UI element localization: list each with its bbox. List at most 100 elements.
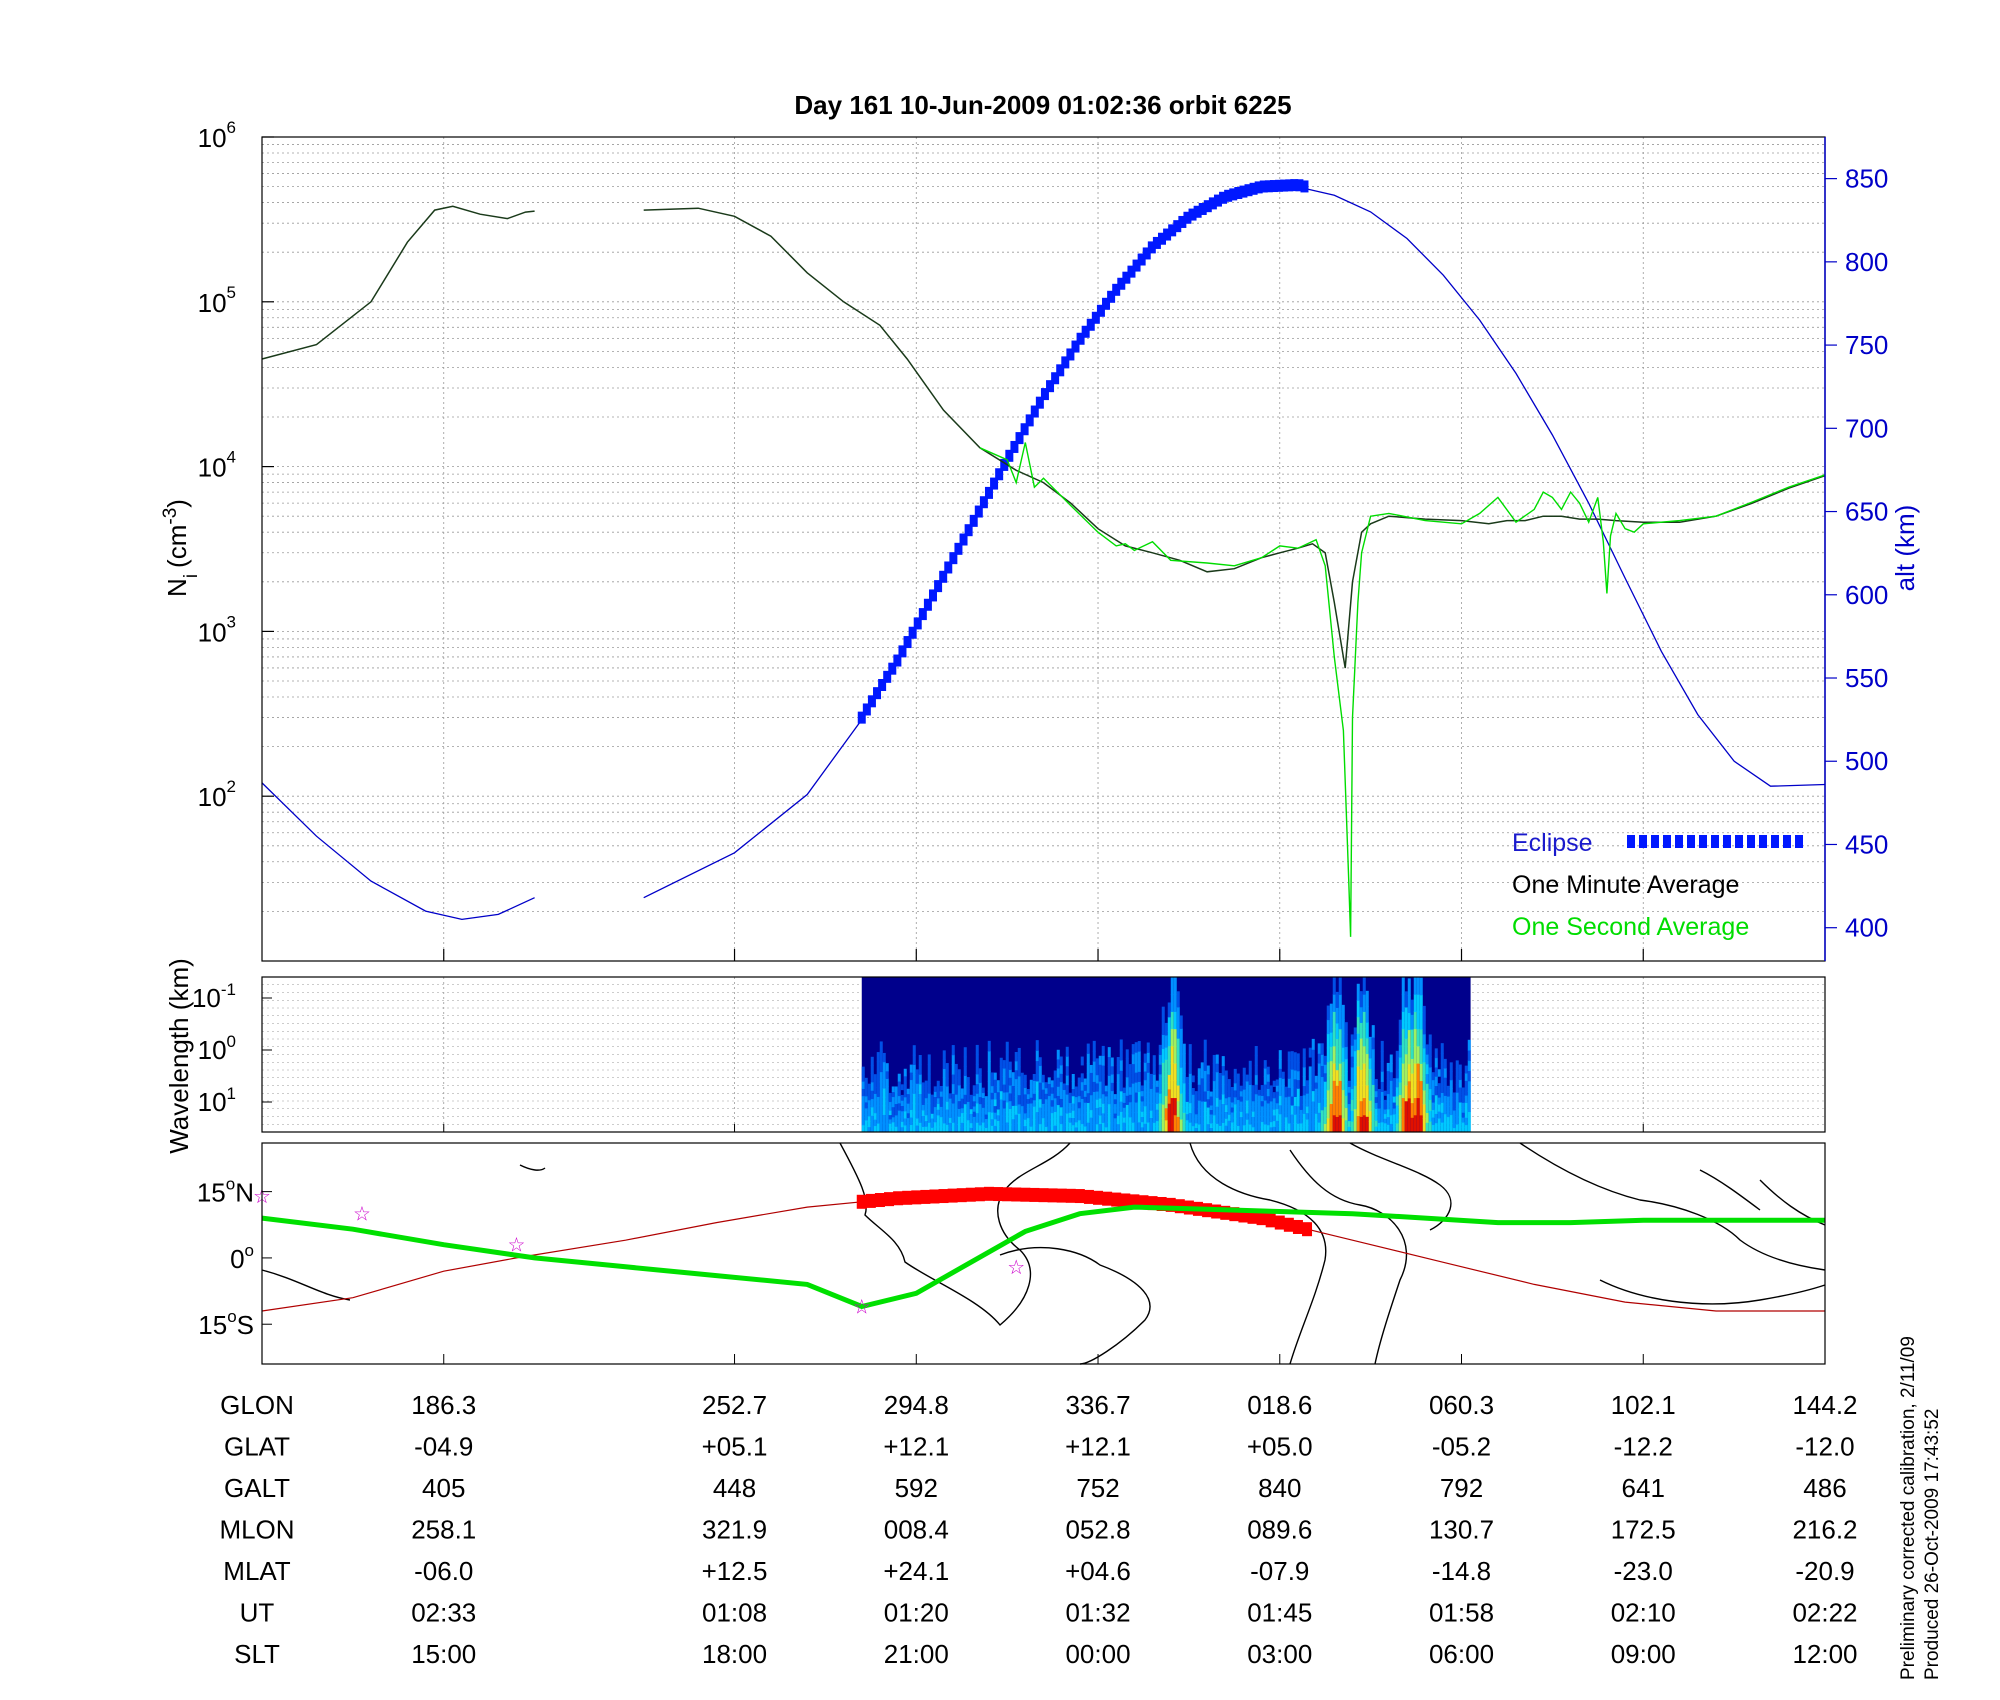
spectrogram-cell bbox=[1011, 1072, 1015, 1080]
spectrogram-cell bbox=[1125, 1104, 1129, 1115]
spectrogram-cell bbox=[1290, 1060, 1294, 1070]
spectrogram-cell bbox=[1146, 1102, 1150, 1113]
spectrogram-cell bbox=[984, 1096, 988, 1102]
spectrogram-cell bbox=[1413, 994, 1417, 1012]
spectrogram-cell bbox=[867, 1094, 871, 1101]
spectrogram-cell bbox=[1065, 1122, 1069, 1133]
spectrogram-cell bbox=[1230, 1111, 1234, 1118]
spectrogram-cell bbox=[945, 1086, 949, 1095]
spectrogram-cell bbox=[1134, 1102, 1138, 1113]
spectrogram-cell bbox=[963, 1113, 967, 1124]
spectrogram-cell bbox=[960, 1102, 964, 1109]
eclipse-swatch-mark bbox=[1687, 835, 1695, 848]
spectrogram-cell bbox=[987, 1101, 991, 1113]
spectrogram-cell bbox=[1107, 1065, 1111, 1076]
spectrogram-cell bbox=[1461, 1097, 1465, 1103]
spectrogram-cell bbox=[1014, 1078, 1018, 1089]
spectrogram-cell bbox=[963, 1056, 967, 1067]
spectrogram-cell bbox=[894, 1109, 898, 1116]
spectrogram-cell bbox=[909, 1117, 913, 1126]
spectrogram-cell bbox=[1350, 1099, 1354, 1111]
ephemeris-cell: 01:08 bbox=[702, 1598, 767, 1628]
spectrogram-cell bbox=[1365, 1100, 1369, 1117]
spectrogram-cell bbox=[1284, 1091, 1288, 1098]
spectrogram-cell bbox=[1290, 1105, 1294, 1115]
spectrogram-cell bbox=[1320, 1076, 1324, 1089]
spectrogram-cell bbox=[1305, 1125, 1309, 1133]
spectrogram-cell bbox=[1125, 1067, 1129, 1078]
spectrogram-cell bbox=[978, 1117, 982, 1126]
spectrogram-cell bbox=[912, 1083, 916, 1094]
spectrogram-cell bbox=[1242, 1089, 1246, 1097]
spectrogram-cell bbox=[1200, 1062, 1204, 1071]
spectrogram-cell bbox=[954, 1071, 958, 1080]
spectrogram-cell bbox=[927, 1054, 931, 1065]
spectrogram-cell bbox=[1305, 1080, 1309, 1088]
spectrogram-cell bbox=[1410, 1073, 1414, 1089]
eclipse-marker bbox=[944, 561, 953, 574]
spectrogram-cell bbox=[1275, 1126, 1279, 1133]
spectrogram-cell bbox=[906, 1122, 910, 1128]
spectrogram-cell bbox=[1296, 1079, 1300, 1089]
spectrogram-cell bbox=[1458, 1124, 1462, 1133]
spectrogram-cell bbox=[951, 1054, 955, 1065]
spectrogram-cell bbox=[1197, 1076, 1201, 1085]
spectrogram-cell bbox=[1284, 1101, 1288, 1108]
orbit-marker bbox=[1229, 1207, 1240, 1222]
spectrogram-cell bbox=[1410, 1117, 1414, 1133]
spectrogram-cell bbox=[906, 1103, 910, 1109]
eclipse-marker bbox=[888, 662, 897, 675]
spectrogram-cell bbox=[1386, 1085, 1390, 1095]
spectrogram-cell bbox=[1110, 1107, 1114, 1116]
spectrogram-cell bbox=[1392, 1090, 1396, 1097]
spectrogram-cell bbox=[1419, 1046, 1423, 1064]
spectrogram-cell bbox=[1056, 1058, 1060, 1069]
spectrogram-cell bbox=[1428, 1056, 1432, 1068]
magnetic-equator bbox=[261, 1204, 1825, 1310]
spectrogram-cell bbox=[1413, 1080, 1417, 1099]
spectrogram-cell bbox=[1368, 1089, 1372, 1101]
spectrogram-cell bbox=[1275, 1114, 1279, 1121]
spectrogram-cell bbox=[1344, 1058, 1348, 1072]
spectrogram-cell bbox=[891, 1101, 895, 1108]
legend: Eclipse One Minute Average One Second Av… bbox=[1512, 829, 1803, 941]
spectrogram-cell bbox=[1089, 1117, 1093, 1126]
spectrogram-cell bbox=[993, 1099, 997, 1107]
ephemeris-cell: 448 bbox=[713, 1473, 756, 1503]
spectrogram-cell bbox=[975, 1093, 979, 1104]
spectrogram-cell bbox=[870, 1073, 874, 1083]
spectrogram-cell bbox=[1287, 1114, 1291, 1124]
spectrogram-cell bbox=[1437, 1083, 1441, 1091]
spectrogram-cell bbox=[1020, 1085, 1024, 1093]
spectrogram-cell bbox=[1326, 1005, 1330, 1021]
spectrogram-cell bbox=[1110, 1090, 1114, 1100]
spectrogram-cell bbox=[939, 1101, 943, 1107]
spectrogram-cell bbox=[1290, 1087, 1294, 1097]
spectrogram-cell bbox=[1176, 1085, 1180, 1102]
spectrogram-cell bbox=[990, 1098, 994, 1107]
spectrogram-cell bbox=[1029, 1102, 1033, 1110]
spectrogram-cell bbox=[1425, 1044, 1429, 1055]
eclipse-marker bbox=[1244, 184, 1253, 197]
spectrogram-cell bbox=[1467, 1121, 1471, 1133]
eclipse-marker bbox=[1051, 372, 1060, 385]
spectrogram-cell bbox=[972, 1116, 976, 1123]
spectrogram-cell bbox=[1167, 1016, 1171, 1032]
spectrogram-cell bbox=[1191, 1113, 1195, 1120]
spectrogram-cell bbox=[1299, 1095, 1303, 1101]
spectrogram-cell bbox=[984, 1127, 988, 1133]
spectrogram-cell bbox=[1122, 1117, 1126, 1123]
spectrogram-cell bbox=[1230, 1106, 1234, 1113]
spectrogram-cell bbox=[1014, 1069, 1018, 1080]
spectrogram-cell bbox=[1245, 1106, 1249, 1114]
ephemeris-cell: 00:00 bbox=[1065, 1639, 1130, 1669]
spectrogram-cell bbox=[990, 1112, 994, 1120]
spectrogram-cell bbox=[1302, 1048, 1306, 1059]
spectrogram-cell bbox=[1314, 1075, 1318, 1083]
eclipse-marker bbox=[1096, 304, 1105, 317]
spectrogram-cell bbox=[876, 1060, 880, 1071]
spectrogram-cell bbox=[1053, 1084, 1057, 1092]
spectrogram-cell bbox=[1437, 1111, 1441, 1119]
spectrogram-cell bbox=[1248, 1116, 1252, 1125]
